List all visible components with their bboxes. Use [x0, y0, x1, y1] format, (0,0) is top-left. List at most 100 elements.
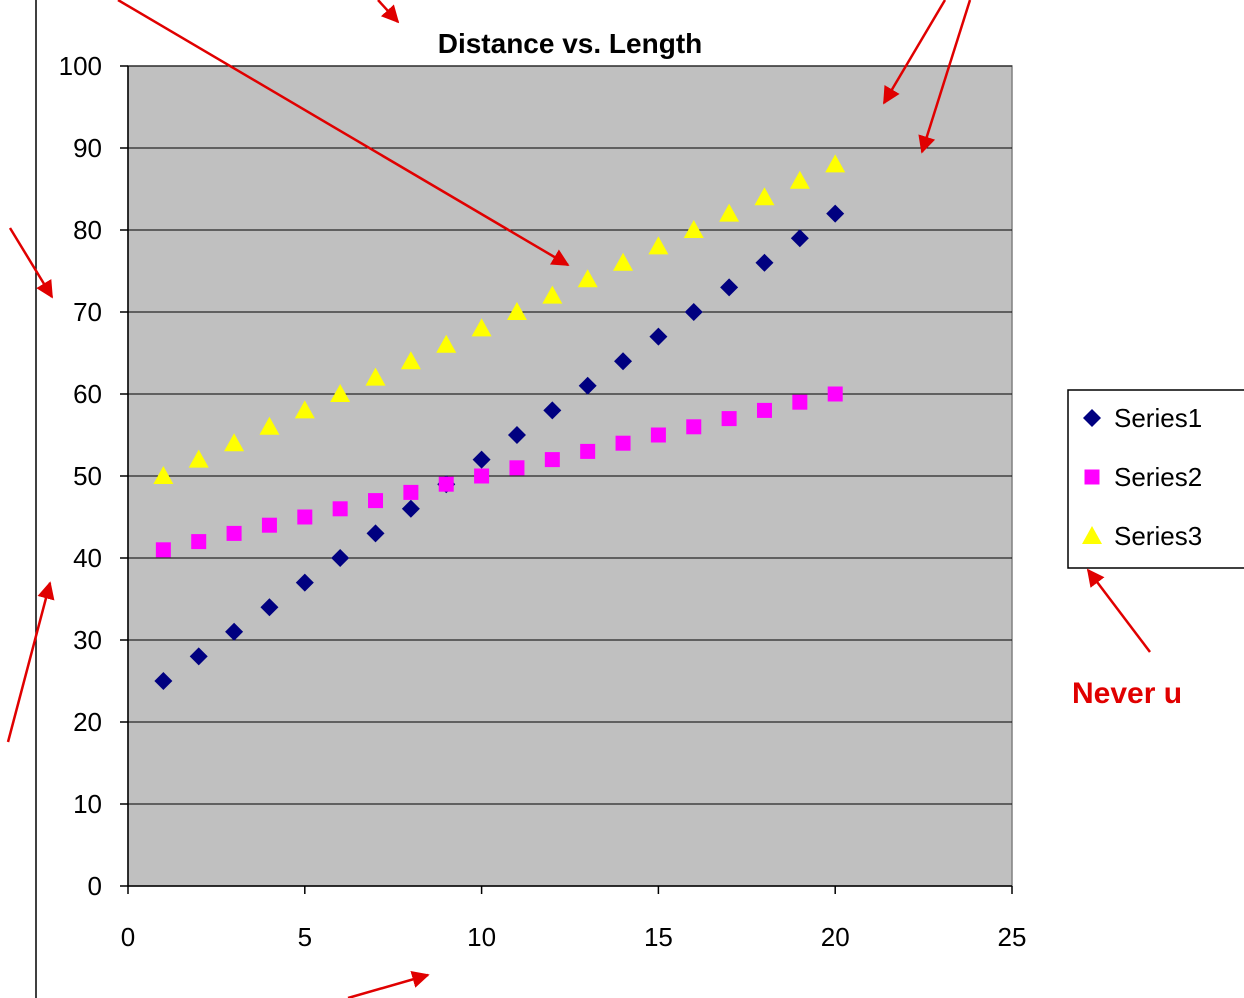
data-point [331, 549, 350, 567]
data-point [719, 203, 740, 222]
data-point [154, 672, 173, 690]
data-point [755, 253, 774, 272]
annotation-arrow [6, 581, 55, 743]
y-tick-label: 40 [73, 543, 102, 573]
legend-marker [1082, 526, 1102, 544]
data-point [295, 573, 314, 592]
y-tick-label: 60 [73, 379, 102, 409]
annotation-arrow [918, 0, 972, 154]
data-point [826, 204, 845, 223]
data-point [825, 154, 846, 173]
data-point [472, 450, 491, 469]
data-point [543, 401, 562, 420]
data-point [366, 524, 385, 543]
legend: Series1 Series2 Series3 [1067, 389, 1244, 569]
data-point [401, 499, 420, 518]
data-point [721, 411, 737, 427]
y-tick-label: 100 [59, 51, 102, 81]
data-point [580, 443, 596, 459]
legend-label: Series2 [1114, 462, 1202, 492]
data-point [686, 419, 702, 435]
gridlines [128, 65, 1012, 805]
data-point [613, 252, 634, 271]
data-point [436, 334, 457, 353]
data-point [365, 367, 386, 386]
data-point [506, 302, 527, 320]
data-point [226, 525, 242, 541]
data-point [191, 534, 207, 550]
data-point [155, 542, 171, 558]
data-point [754, 187, 775, 206]
data-point [259, 416, 280, 435]
x-tick-label: 10 [467, 922, 496, 952]
data-point [189, 647, 208, 666]
data-point [400, 351, 421, 370]
y-tick-label: 90 [73, 133, 102, 163]
annotation-arrow [8, 227, 54, 299]
data-point [577, 269, 598, 288]
axes: 0 10 20 30 40 50 60 70 80 90 100 0 5 10 15 20 25 [59, 51, 1027, 952]
data-point [544, 452, 560, 468]
y-tick-label: 80 [73, 215, 102, 245]
data-point [789, 170, 810, 189]
data-points [153, 154, 846, 690]
data-point [403, 484, 419, 500]
y-tick-label: 10 [73, 789, 102, 819]
annotation-arrows [6, 0, 1151, 998]
series-3 [153, 154, 846, 484]
x-tick-label: 5 [298, 922, 312, 952]
legend-label: Series1 [1114, 403, 1202, 433]
data-point [614, 352, 633, 371]
annotation-arrow [347, 970, 430, 998]
y-tick-label: 20 [73, 707, 102, 737]
chart-title: Distance vs. Length [438, 28, 703, 59]
annotation-arrow [377, 0, 400, 24]
data-point [684, 303, 703, 321]
data-point [294, 400, 315, 419]
data-point [790, 229, 809, 248]
data-point [224, 433, 245, 452]
annotation-arrow [1086, 568, 1151, 653]
y-tick-label: 30 [73, 625, 102, 655]
series-2 [155, 386, 843, 558]
series-1 [154, 204, 845, 690]
x-tick-label: 15 [644, 922, 673, 952]
data-point [683, 220, 704, 238]
data-point [153, 466, 174, 484]
annotation-arrow [882, 0, 947, 105]
data-point [648, 236, 669, 255]
data-point [332, 501, 348, 517]
data-point [188, 449, 209, 468]
data-point [260, 598, 279, 617]
data-point [261, 517, 277, 533]
data-point [474, 468, 490, 484]
data-point [615, 435, 631, 451]
data-point [297, 509, 313, 525]
x-tick-label: 20 [821, 922, 850, 952]
annotation-text: Never u [1072, 677, 1182, 710]
data-point [542, 285, 563, 304]
y-tick-label: 70 [73, 297, 102, 327]
data-point [368, 493, 384, 509]
data-point [720, 278, 739, 297]
data-point [827, 386, 843, 402]
annotation-arrow [117, 0, 570, 267]
legend-marker [1084, 469, 1100, 485]
data-point [507, 426, 526, 444]
data-point [756, 402, 772, 418]
data-point [649, 327, 668, 346]
data-point [330, 384, 351, 402]
data-point [438, 476, 454, 492]
y-tick-label: 50 [73, 461, 102, 491]
x-tick-label: 25 [998, 922, 1027, 952]
data-point [650, 427, 666, 443]
data-point [471, 318, 492, 337]
y-tick-label: 0 [88, 871, 102, 901]
data-point [225, 622, 244, 641]
legend-marker [1083, 409, 1101, 427]
legend-label: Series3 [1114, 521, 1202, 551]
data-point [578, 376, 597, 395]
data-point [792, 394, 808, 410]
